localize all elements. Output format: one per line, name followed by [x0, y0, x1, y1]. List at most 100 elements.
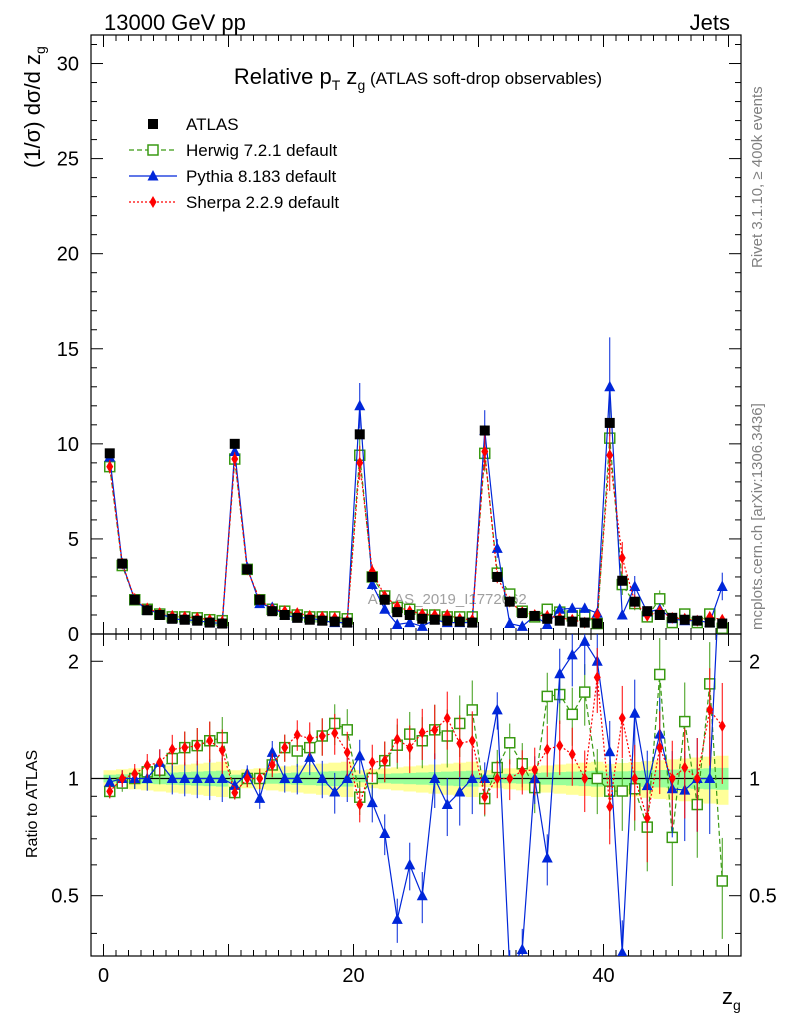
ratio-point	[456, 737, 464, 750]
ratio-point	[541, 690, 553, 703]
data-point	[417, 613, 428, 624]
data-point	[167, 613, 178, 624]
ratio-tick-label: 1	[749, 768, 760, 790]
data-point	[554, 615, 565, 626]
ratio-point	[354, 749, 366, 761]
data-point	[617, 575, 628, 586]
data-point	[491, 542, 503, 553]
ratio-point	[293, 728, 301, 741]
data-point	[304, 614, 315, 625]
ratio-point	[243, 772, 251, 785]
ratio-point	[218, 744, 226, 757]
ratio-point	[166, 772, 178, 783]
ratio-point	[229, 779, 241, 790]
ratio-point	[418, 726, 426, 739]
ratio-point	[118, 772, 126, 785]
data-point	[404, 616, 416, 628]
data-point	[117, 558, 128, 569]
x-tick-label: 0	[98, 965, 109, 987]
ratio-point	[579, 635, 591, 646]
data-point	[504, 596, 515, 607]
ratio-point	[356, 798, 364, 811]
data-point	[717, 618, 728, 629]
ratio-point	[181, 741, 189, 754]
data-point	[204, 617, 215, 628]
ratio-point	[366, 796, 378, 808]
ratio-point	[493, 772, 501, 785]
ratio-point	[693, 772, 701, 785]
data-point	[604, 380, 616, 392]
data-point	[567, 616, 578, 627]
series-triangle	[104, 337, 728, 631]
ratio-point	[516, 943, 528, 955]
ratio-point	[541, 851, 553, 863]
ratio-point	[406, 741, 414, 754]
data-point	[329, 616, 340, 627]
ratio-point	[404, 858, 416, 870]
data-point	[292, 612, 303, 623]
ratio-point	[629, 707, 641, 718]
ratio-point	[343, 746, 351, 759]
data-point	[654, 593, 666, 605]
ratio-point	[379, 827, 391, 839]
ratio-point	[618, 712, 626, 725]
ratio-point	[468, 734, 476, 747]
ratio-point	[306, 732, 314, 745]
ratio-tick-label: 1	[68, 768, 79, 790]
ratio-point	[454, 786, 466, 797]
ratio-point	[268, 758, 276, 771]
ratio-point	[131, 767, 139, 780]
ratio-point	[193, 739, 201, 752]
ratio-point	[491, 703, 503, 715]
data-point	[618, 551, 626, 564]
data-point	[342, 617, 353, 628]
ratio-point	[631, 772, 639, 785]
ratio-point	[579, 686, 591, 698]
y-tick-label: 25	[57, 149, 79, 171]
ratio-point	[543, 743, 551, 756]
legend-label: Pythia 8.183 default	[186, 167, 337, 186]
ratio-point	[617, 946, 628, 956]
ratio-point	[341, 772, 353, 783]
legend-label: Sherpa 2.2.9 default	[186, 193, 339, 212]
y-tick-label: 30	[57, 54, 79, 76]
data-point	[517, 608, 528, 619]
ratio-point	[106, 785, 114, 798]
ratio-point	[506, 772, 514, 785]
ratio-point	[706, 703, 714, 716]
ratio-point	[368, 756, 376, 769]
data-point	[566, 602, 578, 613]
ratio-point	[481, 790, 489, 803]
ratio-point	[143, 759, 151, 772]
y-tick-label: 10	[57, 434, 79, 456]
ratio-point	[566, 708, 578, 721]
title-tail: (ATLAS soft-drop observables)	[365, 69, 602, 88]
ratio-point	[281, 741, 289, 754]
ratio-point	[266, 746, 278, 757]
ratio-point	[304, 751, 316, 762]
data-point	[467, 617, 478, 628]
data-point	[492, 571, 503, 582]
ratio-point	[668, 772, 676, 785]
ratio-point	[191, 772, 203, 783]
ratio-point	[604, 745, 616, 757]
data-point	[481, 445, 489, 458]
data-point	[542, 613, 553, 624]
ratio-point	[531, 763, 539, 776]
mcplots-text: mcplots.cern.ch [arXiv:1306.3436]	[749, 403, 766, 630]
data-point	[579, 617, 590, 628]
legend-entry: ATLAS	[148, 115, 239, 134]
ratio-tick-label: 0.5	[749, 886, 777, 908]
ratio-point	[216, 772, 228, 783]
ratio-point	[179, 772, 191, 783]
ratio-point	[556, 739, 564, 752]
chart-title: Relative pT zg (ATLAS soft-drop observab…	[234, 64, 602, 93]
data-point	[654, 609, 665, 620]
ratio-point	[466, 772, 478, 783]
legend: ATLAS Herwig 7.2.1 default Pythia 8.183 de…	[129, 115, 339, 212]
data-point	[279, 609, 290, 620]
x-tick-label: 20	[342, 965, 364, 987]
data-point	[529, 610, 540, 621]
ratio-point	[204, 772, 216, 783]
